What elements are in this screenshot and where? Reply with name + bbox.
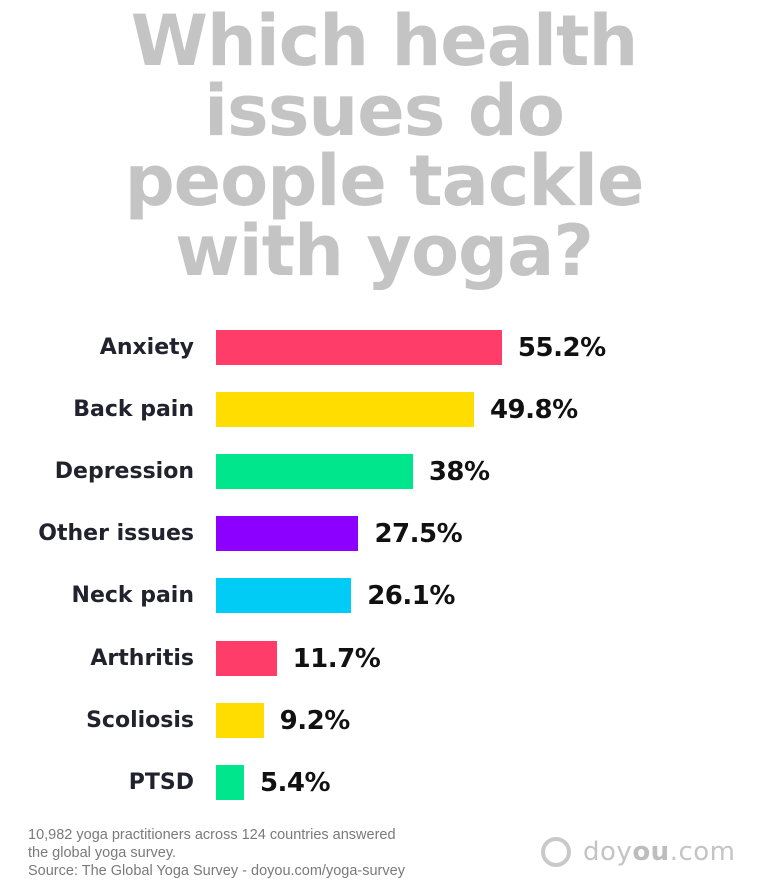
- value-label: 9.2%: [279, 705, 351, 736]
- bar-row: Scoliosis 9.2%: [0, 702, 768, 739]
- bar: [216, 516, 359, 552]
- category-label: Neck pain: [71, 583, 194, 609]
- category-label: Scoliosis: [86, 707, 194, 733]
- title-line-4: with yoga?: [175, 210, 594, 292]
- bar: [216, 640, 277, 676]
- bar-row: Neck pain 26.1%: [0, 578, 768, 614]
- bar: [216, 764, 244, 800]
- footer-note-line-2: the global yoga survey.: [28, 845, 177, 861]
- title-line-1: Which health: [130, 0, 639, 82]
- bar-row: PTSD 5.4%: [0, 764, 768, 801]
- logo-text-part1: doy: [583, 837, 633, 867]
- category-label: Depression: [54, 459, 194, 485]
- title-line-2: issues do: [204, 70, 565, 152]
- category-label: Arthritis: [90, 645, 194, 671]
- bar-row: Anxiety 55.2%: [0, 330, 768, 366]
- category-label: Anxiety: [99, 335, 194, 360]
- bar-row: Arthritis 11.7%: [0, 640, 768, 677]
- value-label: 5.4%: [259, 767, 331, 798]
- value-label: 38%: [428, 457, 490, 488]
- value-label: 49.8%: [489, 395, 578, 426]
- footer-source: Source: The Global Yoga Survey - doyou.c…: [28, 863, 405, 879]
- value-label: 55.2%: [517, 333, 606, 363]
- category-label: PTSD: [128, 769, 194, 795]
- category-label: Back pain: [73, 397, 194, 423]
- logo-text-part2: ou: [632, 837, 670, 867]
- bar: [216, 392, 474, 428]
- category-label: Other issues: [38, 521, 194, 547]
- footer-note: 10,982 yoga practitioners across 124 cou…: [28, 826, 405, 880]
- bar: [216, 702, 264, 738]
- footer-note-line-1: 10,982 yoga practitioners across 124 cou…: [28, 827, 396, 843]
- bar-row: Other issues 27.5%: [0, 516, 768, 552]
- bar: [216, 578, 352, 614]
- bar-row: Back pain 49.8%: [0, 392, 768, 428]
- bar: [216, 454, 413, 490]
- value-label: 27.5%: [374, 519, 463, 550]
- bar-chart: Anxiety 55.2% Back pain 49.8% Depression 38% O…: [0, 330, 768, 801]
- value-label: 26.1%: [367, 581, 455, 612]
- doyou-logo: doyou.com: [541, 833, 735, 871]
- bar: [216, 330, 502, 365]
- circle-logo-icon: [541, 837, 571, 867]
- chart-title: Which health issues do people tackle wit…: [0, 6, 768, 286]
- title-line-3: people tackle: [124, 140, 645, 222]
- bar-row: Depression 38%: [0, 454, 768, 490]
- logo-text: doyou.com: [583, 837, 735, 867]
- logo-text-part3: .com: [669, 837, 736, 867]
- value-label: 11.7%: [292, 643, 381, 674]
